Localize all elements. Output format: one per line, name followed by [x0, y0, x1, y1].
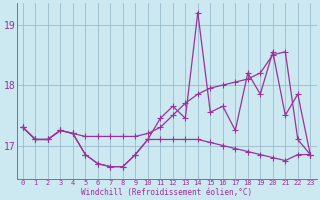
X-axis label: Windchill (Refroidissement éolien,°C): Windchill (Refroidissement éolien,°C) — [81, 188, 252, 197]
